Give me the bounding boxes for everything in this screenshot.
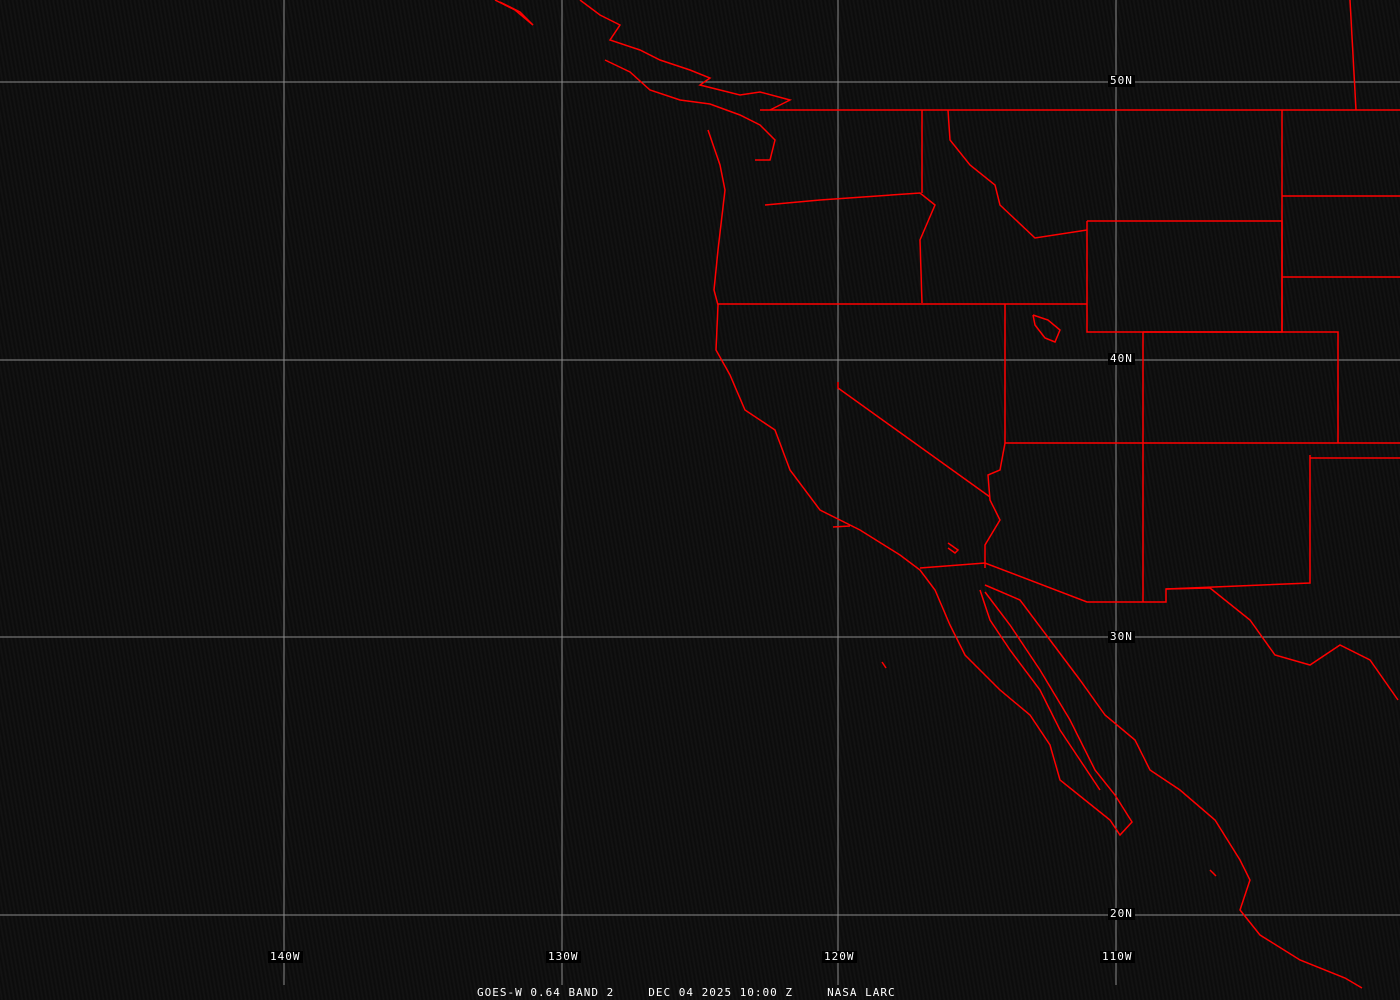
gulf-coast	[1209, 587, 1399, 701]
vancouver-island	[604, 59, 776, 161]
lon-label-120w: 120W	[822, 950, 857, 963]
great-salt-lake	[1032, 314, 1061, 343]
island-guadalupe	[881, 661, 887, 669]
baja-peninsula-inner	[979, 589, 1101, 791]
lon-label-110w: 110W	[1100, 950, 1135, 963]
island-revillagigedo	[1209, 869, 1217, 877]
lon-label-130w: 130W	[546, 950, 581, 963]
ca-nv-border	[837, 382, 991, 498]
mexico-border	[919, 562, 1211, 603]
canada-province-border	[1349, 0, 1357, 111]
coastlines-and-borders	[494, 0, 1400, 989]
image-caption: GOES-W 0.64 BAND 2 DEC 04 2025 10:00 Z NAS…	[477, 986, 930, 999]
lat-label-30n: 30N	[1108, 630, 1135, 643]
mexico-mainland-coast	[984, 584, 1363, 989]
nv-ut-border	[984, 304, 1006, 568]
lon-label-140w: 140W	[268, 950, 303, 963]
nm-border	[1165, 455, 1311, 590]
image-source: NASA LARC	[827, 986, 896, 999]
wa-or-border	[764, 192, 936, 304]
bc-coast-2	[579, 0, 793, 111]
channel-islands	[832, 525, 851, 528]
lat-label-20n: 20N	[1108, 907, 1135, 920]
lat-label-40n: 40N	[1108, 352, 1135, 365]
lat-label-50n: 50N	[1108, 74, 1135, 87]
satellite-band: GOES-W 0.64 BAND 2	[477, 986, 615, 999]
salton-sea	[947, 542, 960, 554]
id-mt-border	[947, 109, 1088, 239]
colorado-border	[1143, 331, 1339, 443]
us-west-coast	[707, 129, 1133, 837]
image-datetime: DEC 04 2025 10:00 Z	[648, 986, 794, 999]
bc-coast	[494, 0, 534, 26]
